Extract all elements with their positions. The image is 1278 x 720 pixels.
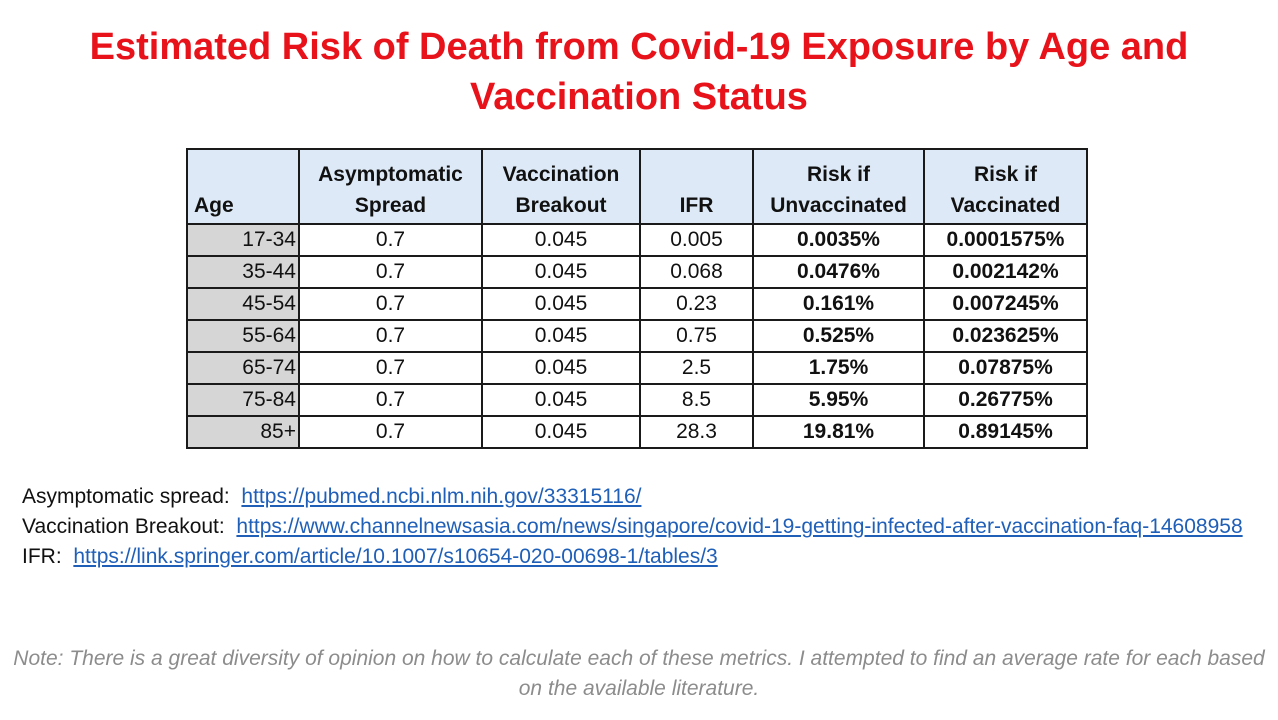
cell-asymptomatic: 0.7 (298, 319, 483, 353)
cell-asymptomatic: 0.7 (298, 287, 483, 321)
cell-asymptomatic: 0.7 (298, 415, 483, 449)
cell-risk-vaccinated: 0.89145% (923, 415, 1088, 449)
cell-vaccination: 0.045 (481, 415, 641, 449)
cell-vaccination: 0.045 (481, 383, 641, 417)
cell-risk-vaccinated: 0.023625% (923, 319, 1088, 353)
header-vaccination-breakout: Vaccination Breakout (481, 148, 641, 225)
source-label: Vaccination Breakout: (22, 515, 225, 538)
cell-age: 85+ (186, 415, 300, 449)
header-ifr: IFR (639, 148, 754, 225)
source-asymptomatic: Asymptomatic spread: https://pubmed.ncbi… (22, 482, 1252, 512)
cell-risk-unvaccinated: 5.95% (752, 383, 925, 417)
header-age: Age (186, 148, 300, 225)
table-row: 45-54 0.7 0.045 0.23 0.161% 0.007245% (186, 287, 1088, 321)
cell-risk-unvaccinated: 19.81% (752, 415, 925, 449)
cell-risk-vaccinated: 0.0001575% (923, 223, 1088, 257)
cell-vaccination: 0.045 (481, 255, 641, 289)
cell-age: 45-54 (186, 287, 300, 321)
cell-risk-vaccinated: 0.002142% (923, 255, 1088, 289)
header-asymptomatic-line2: Spread (354, 194, 427, 217)
cell-age: 35-44 (186, 255, 300, 289)
source-link-springer[interactable]: https://link.springer.com/article/10.100… (73, 545, 718, 568)
cell-ifr: 2.5 (639, 351, 754, 385)
cell-age: 75-84 (186, 383, 300, 417)
source-ifr: IFR: https://link.springer.com/article/1… (22, 542, 1252, 572)
header-unvaccinated-line2: Unvaccinated (770, 194, 907, 217)
header-vaccinated-line1: Risk if (973, 163, 1038, 186)
table-row: 85+ 0.7 0.045 28.3 19.81% 0.89145% (186, 415, 1088, 449)
cell-risk-unvaccinated: 1.75% (752, 351, 925, 385)
cell-risk-unvaccinated: 0.161% (752, 287, 925, 321)
table-row: 65-74 0.7 0.045 2.5 1.75% 0.07875% (186, 351, 1088, 385)
source-link-pubmed[interactable]: https://pubmed.ncbi.nlm.nih.gov/33315116… (241, 485, 642, 508)
cell-risk-vaccinated: 0.26775% (923, 383, 1088, 417)
cell-ifr: 0.005 (639, 223, 754, 257)
sources-list: Asymptomatic spread: https://pubmed.ncbi… (22, 482, 1252, 572)
table-row: 35-44 0.7 0.045 0.068 0.0476% 0.002142% (186, 255, 1088, 289)
source-vaccination: Vaccination Breakout: https://www.channe… (22, 512, 1252, 542)
cell-asymptomatic: 0.7 (298, 351, 483, 385)
footnote: Note: There is a great diversity of opin… (13, 647, 1265, 700)
header-asymptomatic-line1: Asymptomatic (318, 163, 463, 186)
header-vaccination-line1: Vaccination (502, 163, 620, 186)
header-risk-unvaccinated: Risk if Unvaccinated (752, 148, 925, 225)
cell-ifr: 28.3 (639, 415, 754, 449)
cell-vaccination: 0.045 (481, 287, 641, 321)
cell-asymptomatic: 0.7 (298, 383, 483, 417)
cell-asymptomatic: 0.7 (298, 255, 483, 289)
cell-risk-vaccinated: 0.07875% (923, 351, 1088, 385)
cell-ifr: 8.5 (639, 383, 754, 417)
cell-vaccination: 0.045 (481, 223, 641, 257)
header-vaccination-line2: Breakout (515, 194, 607, 217)
source-link-channelnewsasia[interactable]: https://www.channelnewsasia.com/news/sin… (236, 515, 1243, 538)
header-vaccinated-line2: Vaccinated (950, 194, 1061, 217)
header-asymptomatic-spread: Asymptomatic Spread (298, 148, 483, 225)
cell-vaccination: 0.045 (481, 351, 641, 385)
cell-risk-unvaccinated: 0.0476% (752, 255, 925, 289)
cell-ifr: 0.068 (639, 255, 754, 289)
header-unvaccinated-line1: Risk if (806, 163, 871, 186)
header-risk-vaccinated: Risk if Vaccinated (923, 148, 1088, 225)
risk-table: Age Asymptomatic Spread Vaccination Brea… (186, 148, 1088, 449)
cell-vaccination: 0.045 (481, 319, 641, 353)
table-header-row: Age Asymptomatic Spread Vaccination Brea… (186, 148, 1088, 225)
page-title: Estimated Risk of Death from Covid-19 Ex… (89, 26, 1189, 118)
cell-ifr: 0.75 (639, 319, 754, 353)
source-label: Asymptomatic spread: (22, 485, 230, 508)
cell-age: 65-74 (186, 351, 300, 385)
cell-risk-vaccinated: 0.007245% (923, 287, 1088, 321)
table-row: 55-64 0.7 0.045 0.75 0.525% 0.023625% (186, 319, 1088, 353)
cell-ifr: 0.23 (639, 287, 754, 321)
table-row: 75-84 0.7 0.045 8.5 5.95% 0.26775% (186, 383, 1088, 417)
cell-age: 17-34 (186, 223, 300, 257)
cell-age: 55-64 (186, 319, 300, 353)
table-row: 17-34 0.7 0.045 0.005 0.0035% 0.0001575% (186, 223, 1088, 257)
cell-risk-unvaccinated: 0.525% (752, 319, 925, 353)
cell-risk-unvaccinated: 0.0035% (752, 223, 925, 257)
cell-asymptomatic: 0.7 (298, 223, 483, 257)
source-label: IFR: (22, 545, 62, 568)
